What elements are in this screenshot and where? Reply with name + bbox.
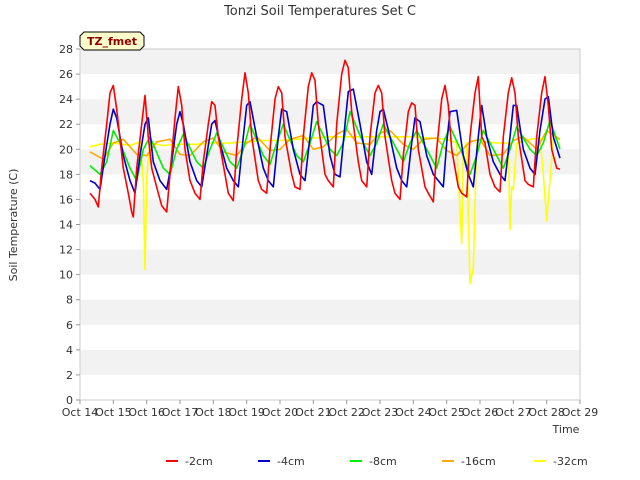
legend-label: -16cm [461, 455, 496, 468]
series-line-2cm [89, 59, 561, 218]
grid-band [80, 349, 580, 375]
y-axis-label: Soil Temperature (C) [7, 169, 20, 282]
x-tick-label: Oct 21 [295, 406, 332, 419]
grid-band [80, 274, 580, 300]
x-tick-label: Oct 26 [462, 406, 499, 419]
grid-band [80, 74, 580, 100]
x-axis-label: Time [552, 423, 580, 436]
y-tick-label: 0 [66, 394, 73, 407]
y-tick-label: 22 [59, 118, 73, 131]
site-label: TZ_fmet [87, 35, 137, 48]
series-lines [89, 59, 561, 285]
y-tick-label: 4 [66, 344, 73, 357]
x-tick-label: Oct 14 [62, 406, 99, 419]
grid-band [80, 224, 580, 250]
y-tick-label: 20 [59, 143, 73, 156]
x-tick-label: Oct 25 [428, 406, 465, 419]
y-tick-label: 6 [66, 319, 73, 332]
y-tick-label: 26 [59, 68, 73, 81]
grid-band [80, 199, 580, 225]
legend-label: -32cm [553, 455, 588, 468]
y-tick-label: 18 [59, 168, 73, 181]
x-tick-label: Oct 23 [362, 406, 399, 419]
y-tick-label: 2 [66, 369, 73, 382]
legend-label: -8cm [369, 455, 397, 468]
x-tick-label: Oct 22 [328, 406, 365, 419]
y-tick-label: 10 [59, 269, 73, 282]
grid-bands [80, 49, 580, 400]
x-tick-label: Oct 19 [228, 406, 265, 419]
x-tick-label: Oct 16 [128, 406, 165, 419]
x-tick-label: Oct 28 [528, 406, 565, 419]
y-tick-label: 12 [59, 244, 73, 257]
y-tick-label: 24 [59, 93, 73, 106]
x-tick-label: Oct 27 [495, 406, 532, 419]
x-tick-label: Oct 24 [395, 406, 432, 419]
y-tick-label: 16 [59, 193, 73, 206]
legend: -2cm -4cm -8cm -16cm -32cm [166, 455, 588, 468]
chart-title: Tonzi Soil Temperatures Set C [223, 4, 416, 19]
grid-band [80, 249, 580, 275]
legend-label: -4cm [277, 455, 305, 468]
x-tick-label: Oct 18 [195, 406, 232, 419]
grid-band [80, 49, 580, 75]
series-line-8cm [89, 110, 561, 182]
x-tick-label: Oct 20 [262, 406, 299, 419]
grid-band [80, 324, 580, 350]
x-tick-label: Oct 17 [162, 406, 199, 419]
grid-band [80, 299, 580, 325]
grid-band [80, 174, 580, 200]
site-label-badge: TZ_fmet [79, 31, 145, 51]
site-label-box [79, 31, 145, 51]
y-tick-label: 14 [59, 219, 73, 232]
y-tick-label: 8 [66, 294, 73, 307]
grid-band [80, 99, 580, 125]
x-tick-label: Oct 29 [562, 406, 599, 419]
series-line-16cm [89, 128, 561, 161]
x-tick-label: Oct 15 [95, 406, 132, 419]
y-tick-label: 28 [59, 43, 73, 56]
legend-label: -2cm [185, 455, 213, 468]
grid-band [80, 374, 580, 400]
